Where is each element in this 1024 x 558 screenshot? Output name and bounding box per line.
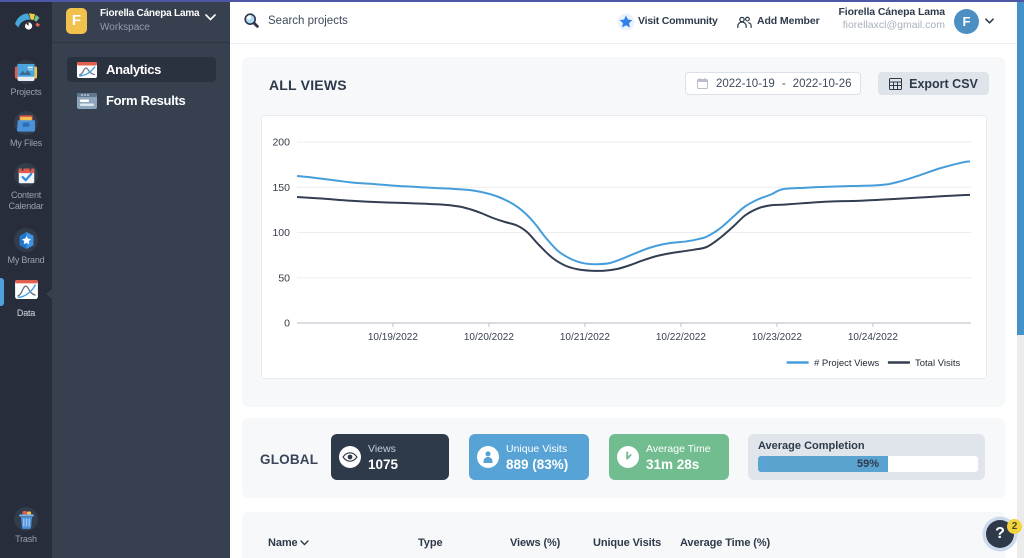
- svg-text:200: 200: [272, 137, 290, 149]
- svg-text:10/19/2022: 10/19/2022: [368, 332, 418, 343]
- svg-text:10/20/2022: 10/20/2022: [464, 332, 514, 343]
- svg-text:50: 50: [278, 272, 290, 284]
- svg-text:# Project Views: # Project Views: [814, 358, 880, 369]
- svg-text:Total Visits: Total Visits: [915, 358, 960, 369]
- svg-text:10/24/2022: 10/24/2022: [848, 332, 898, 343]
- svg-text:10/21/2022: 10/21/2022: [560, 332, 610, 343]
- svg-text:100: 100: [272, 227, 290, 239]
- svg-text:10/23/2022: 10/23/2022: [752, 332, 802, 343]
- svg-text:10/22/2022: 10/22/2022: [656, 332, 706, 343]
- svg-text:0: 0: [284, 318, 290, 330]
- svg-text:150: 150: [272, 182, 290, 194]
